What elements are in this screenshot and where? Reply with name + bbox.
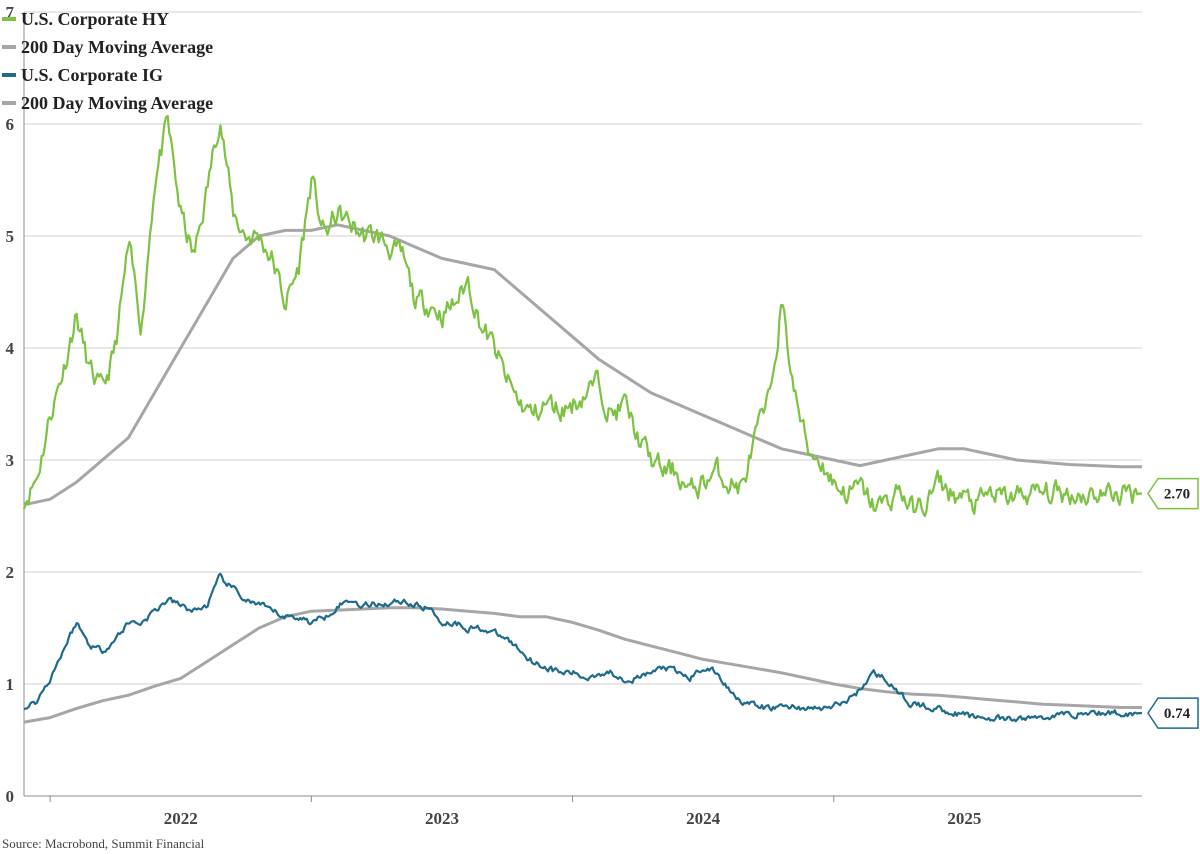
callout-value: 0.74 — [1164, 706, 1191, 722]
y-tick-label: 6 — [6, 115, 15, 134]
x-tick-label-2022: 2022 — [164, 809, 198, 828]
x-tick-label-2023: 2023 — [425, 809, 459, 828]
series-line-us-corporate-ig — [23, 572, 1142, 723]
y-tick-label: 0 — [6, 787, 15, 806]
y-tick-label: 7 — [6, 3, 15, 22]
series-line-us-corporate-hy — [22, 114, 1142, 518]
y-tick-label: 5 — [6, 227, 15, 246]
x-tick-label-2025: 2025 — [947, 809, 981, 828]
callout-value: 2.70 — [1164, 487, 1190, 503]
source-note: Source: Macrobond, Summit Financial — [2, 836, 205, 851]
y-tick-label: 2 — [6, 563, 15, 582]
legend-label: U.S. Corporate HY — [21, 9, 169, 29]
series-layer — [22, 114, 1142, 724]
value-callouts: 2.70 0.74 — [1147, 477, 1199, 729]
x-axis-ticks: 2022 2023 2024 2025 — [49, 796, 981, 828]
series-line-200-day-ma-3 — [23, 606, 1142, 724]
y-tick-label: 1 — [6, 675, 15, 694]
legend-label: 200 Day Moving Average — [21, 93, 213, 113]
y-axis-ticks: 0 1 2 3 4 5 6 7 — [6, 3, 15, 806]
legend-label: 200 Day Moving Average — [21, 37, 213, 57]
y-tick-label: 3 — [6, 451, 15, 470]
legend: U.S. Corporate HY 200 Day Moving Average U… — [2, 9, 213, 113]
x-tick-label-2024: 2024 — [686, 809, 721, 828]
callout-box — [1147, 477, 1199, 510]
callout-box — [1147, 697, 1199, 729]
y-tick-label: 4 — [6, 339, 15, 358]
gridlines — [24, 11, 1142, 797]
series-line-200-day-ma-1 — [23, 223, 1142, 507]
legend-label: U.S. Corporate IG — [21, 65, 163, 85]
axes — [23, 12, 1142, 797]
